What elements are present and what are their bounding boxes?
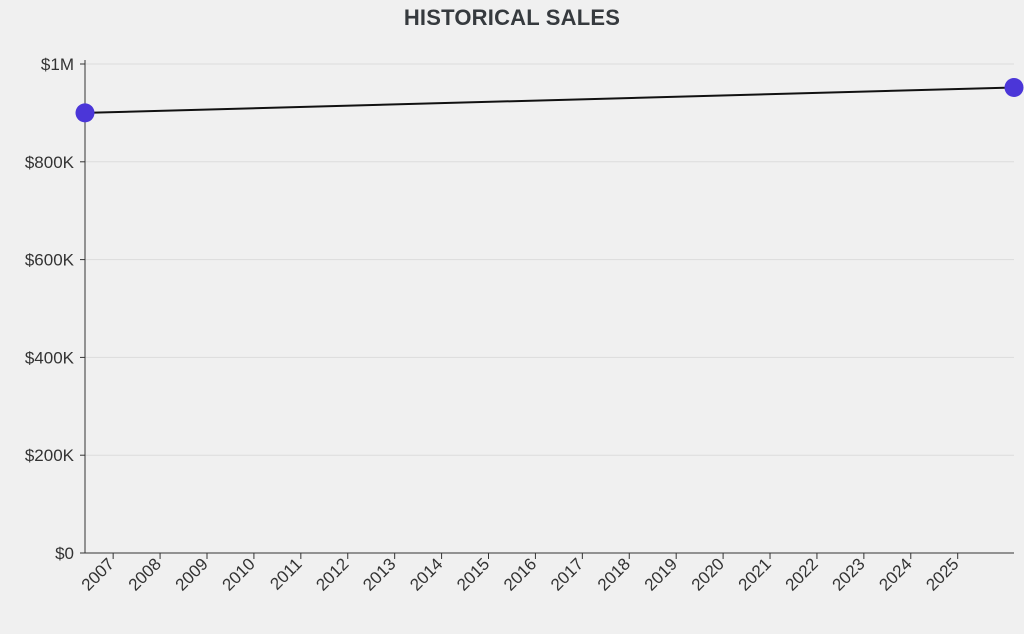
y-tick-label: $0 [55,544,74,563]
x-tick-label: 2010 [219,554,259,594]
x-tick-label: 2022 [782,554,822,594]
y-tick-label: $200K [25,446,75,465]
y-tick-label: $1M [41,55,74,74]
x-tick-label: 2012 [312,554,352,594]
x-tick-label: 2017 [547,554,587,594]
x-tick-label: 2008 [125,554,165,594]
x-tick-label: 2024 [875,554,915,594]
x-tick-label: 2011 [266,554,305,593]
x-tick-label: 2018 [594,554,634,594]
chart-title: HISTORICAL SALES [403,5,621,30]
grid-layer [85,63,1014,456]
y-tick-label: $400K [25,348,75,367]
x-tick-label: 2020 [688,554,728,594]
series-line [84,86,1015,114]
y-tick-label: $600K [25,251,75,270]
x-tick-label: 2023 [829,554,869,594]
x-tick-label: 2009 [172,554,212,594]
series-layer [75,77,1024,123]
data-point-marker [75,103,95,123]
x-tick-label: 2014 [406,554,446,594]
x-tick-label: 2013 [359,554,399,594]
x-tick-label: 2007 [78,554,118,594]
y-tick-label: $800K [25,153,75,172]
x-tick-label: 2015 [453,554,493,594]
x-tick-label: 2016 [500,554,540,594]
x-tick-label: 2025 [922,554,962,594]
data-point-marker [1004,77,1024,97]
x-tick-label: 2019 [641,554,681,594]
x-tick-label: 2021 [735,554,775,594]
